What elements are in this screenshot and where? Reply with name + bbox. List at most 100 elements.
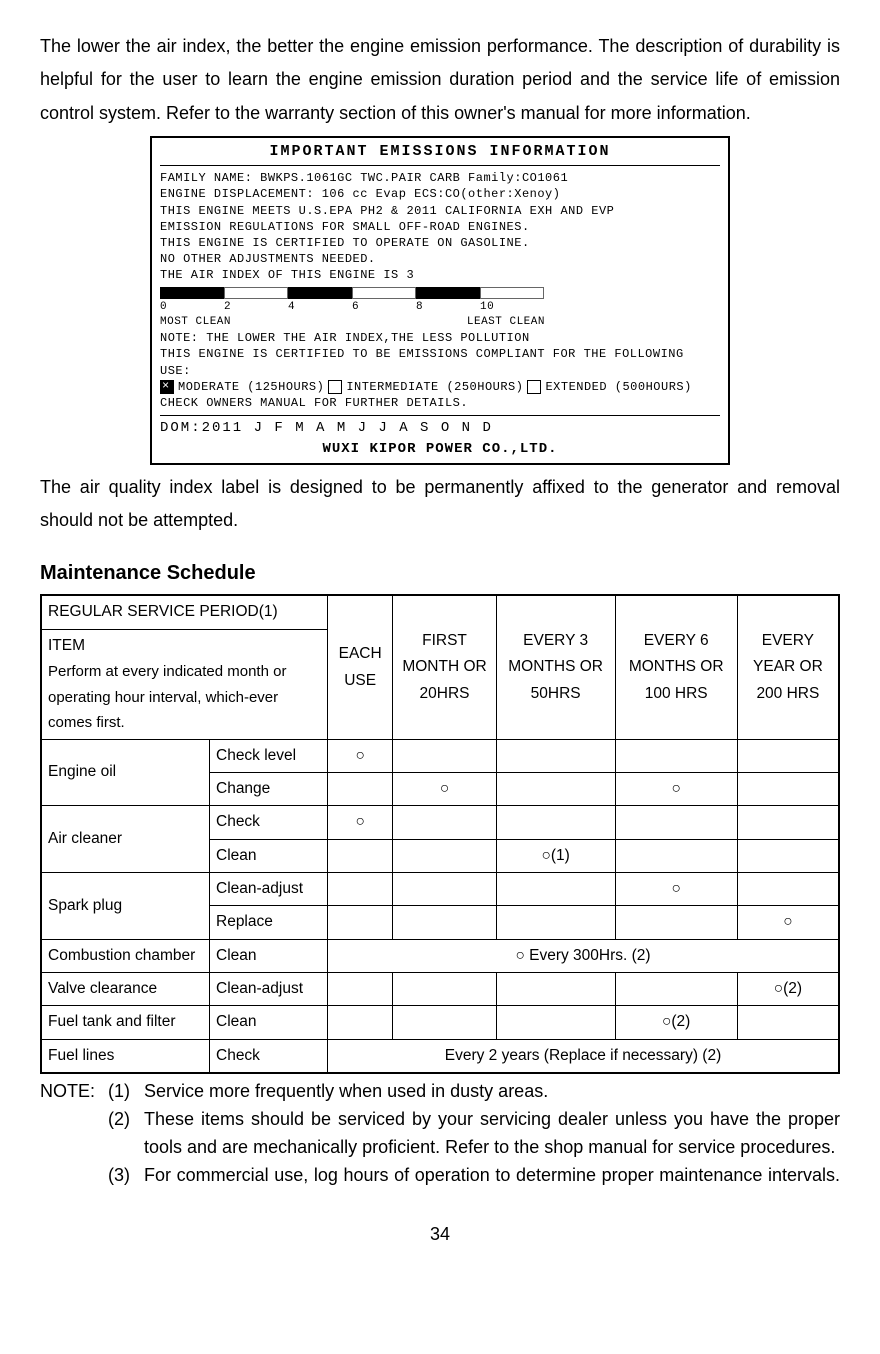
item-action: Clean (210, 939, 328, 972)
cell: ○(2) (737, 973, 839, 1006)
note-num: (2) (108, 1106, 144, 1162)
item-name: Fuel tank and filter (41, 1006, 210, 1039)
item-action: Check (210, 806, 328, 839)
note-num: (1) (108, 1078, 144, 1106)
item-action: Replace (210, 906, 328, 939)
scale-tick: 2 (224, 300, 288, 315)
item-action: Clean-adjust (210, 873, 328, 906)
cell (737, 739, 839, 772)
cell (393, 839, 496, 872)
notes-block: NOTE: (1) Service more frequently when u… (40, 1078, 840, 1190)
table-row: Spark plug Clean-adjust ○ (41, 873, 839, 906)
cell: ○ (328, 806, 393, 839)
scale-tick: 10 (480, 300, 544, 315)
item-name: Valve clearance (41, 973, 210, 1006)
cell (496, 806, 615, 839)
intro-paragraph-1: The lower the air index, the better the … (40, 30, 840, 130)
checkbox-icon (527, 380, 541, 394)
cell: ○ (737, 906, 839, 939)
item-name: Fuel lines (41, 1039, 210, 1073)
intro-paragraph-2: The air quality index label is designed … (40, 471, 840, 538)
item-action: Clean-adjust (210, 973, 328, 1006)
section-title: Maintenance Schedule (40, 555, 840, 592)
header-6-months: EVERY 6 MONTHS OR 100 HRS (615, 595, 737, 739)
cell (393, 1006, 496, 1039)
item-name: Air cleaner (41, 806, 210, 873)
label-line: NOTE: THE LOWER THE AIR INDEX,THE LESS P… (160, 330, 720, 346)
table-row: Air cleaner Check ○ (41, 806, 839, 839)
cell (328, 772, 393, 805)
cell: ○ (393, 772, 496, 805)
table-row: Fuel tank and filter Clean ○(2) (41, 1006, 839, 1039)
cell (496, 973, 615, 1006)
note-text: These items should be serviced by your s… (144, 1106, 840, 1162)
note-text: Service more frequently when used in dus… (144, 1078, 840, 1106)
cell: ○ (615, 772, 737, 805)
cell (615, 906, 737, 939)
cell (737, 839, 839, 872)
cell-span: Every 2 years (Replace if necessary) (2) (328, 1039, 840, 1073)
cell (496, 772, 615, 805)
note-label: NOTE: (40, 1078, 108, 1106)
table-row: Combustion chamber Clean ○ Every 300Hrs.… (41, 939, 839, 972)
cell (328, 906, 393, 939)
note-text: For commercial use, log hours of operati… (144, 1162, 840, 1190)
header-each-use: EACH USE (328, 595, 393, 739)
cell (615, 973, 737, 1006)
item-action: Change (210, 772, 328, 805)
opt-intermediate: INTERMEDIATE (250HOURS) (346, 379, 523, 395)
label-line: THIS ENGINE IS CERTIFIED TO BE EMISSIONS… (160, 346, 720, 378)
scale-tick: 6 (352, 300, 416, 315)
cell: ○(2) (615, 1006, 737, 1039)
scale-tick: 8 (416, 300, 480, 315)
label-line: THIS ENGINE MEETS U.S.EPA PH2 & 2011 CAL… (160, 203, 720, 219)
table-row: Fuel lines Check Every 2 years (Replace … (41, 1039, 839, 1073)
label-line: CHECK OWNERS MANUAL FOR FURTHER DETAILS. (160, 395, 720, 411)
opt-moderate: MODERATE (125HOURS) (178, 379, 324, 395)
cell: ○ (328, 739, 393, 772)
cell (393, 739, 496, 772)
manufacturer: WUXI KIPOR POWER CO.,LTD. (160, 438, 720, 461)
item-action: Clean (210, 1006, 328, 1039)
emissions-label: IMPORTANT EMISSIONS INFORMATION FAMILY N… (150, 136, 730, 465)
item-name: Engine oil (41, 739, 210, 806)
cell (496, 873, 615, 906)
opt-extended: EXTENDED (500HOURS) (545, 379, 691, 395)
maintenance-table: REGULAR SERVICE PERIOD(1) EACH USE FIRST… (40, 594, 840, 1074)
cell (393, 906, 496, 939)
cell (496, 906, 615, 939)
cell: ○ (615, 873, 737, 906)
label-title: IMPORTANT EMISSIONS INFORMATION (160, 142, 720, 166)
scale-tick: 0 (160, 300, 224, 315)
label-line: FAMILY NAME: BWKPS.1061GC TWC.PAIR CARB … (160, 170, 720, 186)
air-index-bar (160, 285, 720, 299)
label-line: THIS ENGINE IS CERTIFIED TO OPERATE ON G… (160, 235, 720, 251)
header-item-note: Perform at every indicated month or oper… (48, 659, 321, 736)
cell (615, 839, 737, 872)
cell (393, 873, 496, 906)
header-item-desc: ITEM Perform at every indicated month or… (41, 629, 328, 739)
checkbox-checked-icon (160, 380, 174, 394)
item-name: Spark plug (41, 873, 210, 940)
most-clean: MOST CLEAN (160, 315, 231, 330)
cell: ○(1) (496, 839, 615, 872)
label-line: ENGINE DISPLACEMENT: 106 cc Evap ECS:CO(… (160, 186, 720, 202)
cell (737, 873, 839, 906)
cell (328, 873, 393, 906)
note-num: (3) (108, 1162, 144, 1190)
cell (615, 806, 737, 839)
cell (737, 806, 839, 839)
item-action: Check (210, 1039, 328, 1073)
cell (496, 739, 615, 772)
cell (328, 973, 393, 1006)
item-name: Combustion chamber (41, 939, 210, 972)
table-row: Engine oil Check level ○ (41, 739, 839, 772)
header-period: REGULAR SERVICE PERIOD(1) (41, 595, 328, 629)
table-row: Valve clearance Clean-adjust ○(2) (41, 973, 839, 1006)
header-3-months: EVERY 3 MONTHS OR 50HRS (496, 595, 615, 739)
cell (737, 772, 839, 805)
header-first-month: FIRST MONTH OR 20HRS (393, 595, 496, 739)
cell (615, 739, 737, 772)
label-line: THE AIR INDEX OF THIS ENGINE IS 3 (160, 267, 720, 283)
duration-options: MODERATE (125HOURS) INTERMEDIATE (250HOU… (160, 379, 720, 395)
